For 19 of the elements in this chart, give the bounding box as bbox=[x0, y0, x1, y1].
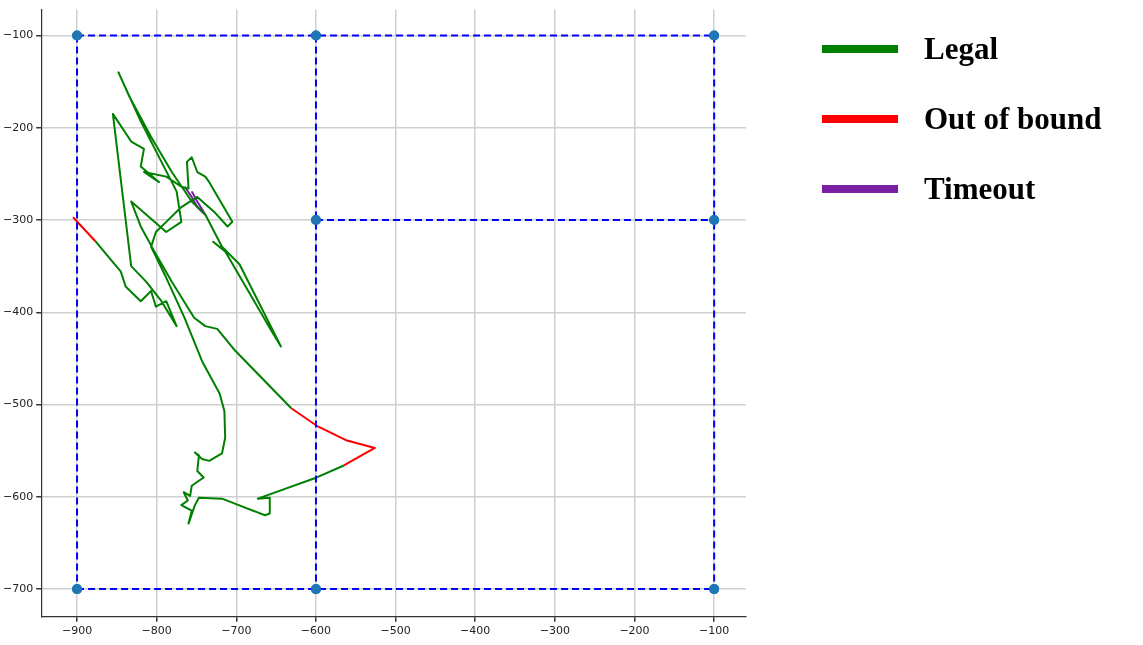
y-tick-label: −700 bbox=[2, 581, 34, 595]
legend-label: Timeout bbox=[924, 171, 1036, 207]
x-tick-label: −600 bbox=[300, 624, 332, 638]
x-tick-label: −200 bbox=[619, 624, 650, 638]
y-tick-label: −400 bbox=[2, 305, 34, 319]
x-tick-label: −700 bbox=[221, 624, 252, 638]
x-tick-label: −400 bbox=[460, 624, 491, 638]
y-tick-label: −100 bbox=[2, 28, 34, 42]
y-tick-label: −500 bbox=[2, 397, 34, 411]
x-tick-label: −500 bbox=[380, 624, 411, 638]
x-tick-label: −800 bbox=[141, 624, 172, 638]
legend-label: Legal bbox=[924, 31, 999, 67]
y-tick-label: −300 bbox=[2, 212, 34, 226]
x-tick-label: −100 bbox=[699, 624, 730, 638]
y-tick-label: −200 bbox=[2, 120, 34, 134]
x-tick-label: −900 bbox=[61, 624, 93, 638]
x-tick-label: −300 bbox=[539, 624, 570, 638]
legend-label: Out of bound bbox=[924, 101, 1102, 137]
y-tick-label: −600 bbox=[2, 489, 34, 503]
